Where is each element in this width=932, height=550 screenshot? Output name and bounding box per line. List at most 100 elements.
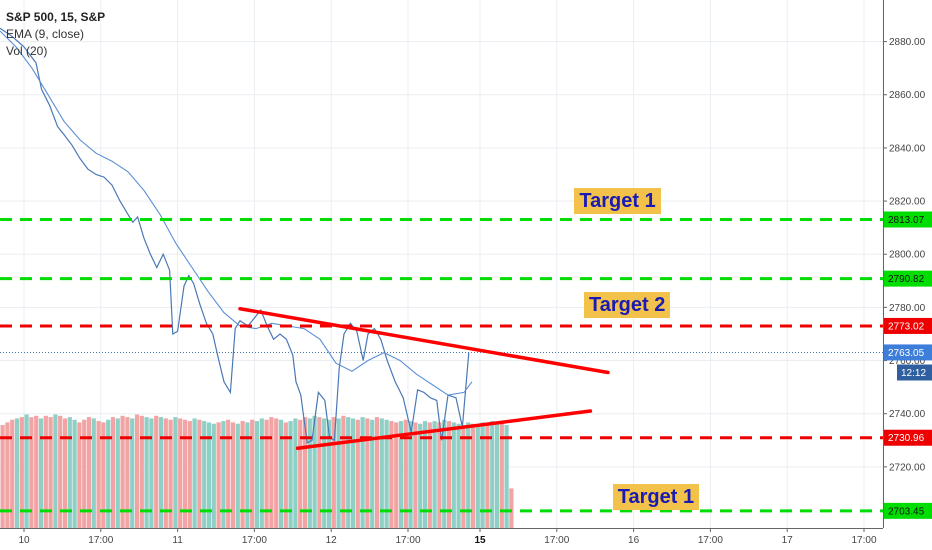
x-tick-label: 17:00 [544,535,569,546]
x-tick-label: 17 [782,535,794,546]
price-line [0,27,470,444]
volume-bar [437,422,442,528]
volume-bar [384,419,389,528]
x-tick-label: 10 [18,535,30,546]
volume-bar [106,419,111,528]
volume-bar [24,414,29,528]
volume-bar [29,417,34,528]
level-price-tag [884,429,932,446]
x-tick-label: 15 [474,535,486,546]
level-price-label: 2730.96 [888,433,925,444]
volume-bar [230,422,236,528]
volume-bar [250,419,255,528]
volume-bar [307,418,312,528]
volume-bar [163,418,168,528]
volume-bar [346,417,351,528]
volume-bar [62,418,68,528]
y-tick-label: 2840.00 [889,143,926,154]
volume-bar [115,418,120,528]
level-price-tag [884,317,932,334]
volume-bar [389,421,394,528]
volume-bar [14,418,20,528]
current-price-tag [884,344,932,361]
x-tick-label: 17:00 [395,535,420,546]
volume-bar [475,425,480,528]
volume-bar [302,417,308,528]
volume-bar [283,422,288,528]
volume-bar [264,419,269,528]
volume-bar [144,417,149,528]
volume-bar [293,418,298,528]
x-tick-label: 17:00 [851,535,876,546]
volume-bar [288,421,293,528]
volume-bar [326,419,332,528]
volume-bar [125,417,130,528]
x-tick-label: 17:00 [698,535,723,546]
volume-bar [379,418,384,528]
volume-bar [197,419,202,528]
volume-bar [82,419,87,528]
volume-bar [341,415,346,528]
volume-bar [110,417,116,528]
volume-bar [178,418,183,528]
trendline-upper [238,306,610,375]
volume-bar [456,423,461,528]
volume-bar [206,422,212,528]
volume-bar [182,419,188,528]
volume-bar [403,419,408,528]
volume-bar [158,417,164,528]
target-label-2: Target 2 [584,291,671,318]
volume-bar [370,419,375,528]
volume-bar [317,417,322,528]
x-tick-label: 16 [628,535,640,546]
volume-bar [130,418,135,528]
volume-bar [173,417,178,528]
level-price-tag [884,211,932,228]
volume-bar [192,418,197,528]
level-price-label: 2773.02 [888,321,925,332]
volume-bar [504,425,509,528]
volume-bar [446,421,452,528]
volume-bar [53,414,58,528]
volume-bar [5,422,10,528]
target-label-1: Target 1 [574,188,661,215]
volume-bar [394,422,399,528]
volume-bar [442,419,447,528]
x-tick-label: 17:00 [88,535,113,546]
y-tick-label: 2860.00 [889,90,926,101]
volume-bar [43,415,48,528]
volume-bar [134,414,140,528]
volume-bar [274,418,279,528]
volume-bar [499,423,504,528]
trendline-lower [295,409,593,451]
level-price-label: 2703.45 [888,506,925,517]
volume-bar [120,415,125,528]
countdown-tag [897,364,932,381]
volume-bar [226,419,231,528]
countdown-label: 12:12 [901,368,926,379]
legend-title: S&P 500, 15, S&P [6,10,106,24]
volume-bar [422,421,428,528]
volume-bar [202,421,207,528]
volume-bar [216,422,221,528]
volume-bar [480,422,485,528]
y-tick-label: 2880.00 [889,37,926,48]
volume-bar [187,421,192,528]
level-price-tag [884,270,932,287]
volume-bar [350,418,356,528]
volume-bar [432,421,437,528]
volume-bar [485,423,490,528]
volume-bar [149,418,154,528]
volume-bar [298,419,303,528]
volume-bar [19,417,24,528]
volume-bar [278,419,284,528]
volume-bar [101,422,106,528]
legend-ema: EMA (9, close) [6,27,85,41]
time-axis-bg [0,528,883,550]
y-tick-label: 2820.00 [889,197,926,208]
chart-legend: S&P 500, 15, S&P EMA (9, close) Vol (20) [6,9,105,60]
volume-bar [86,417,92,528]
volume-bar [466,422,471,528]
